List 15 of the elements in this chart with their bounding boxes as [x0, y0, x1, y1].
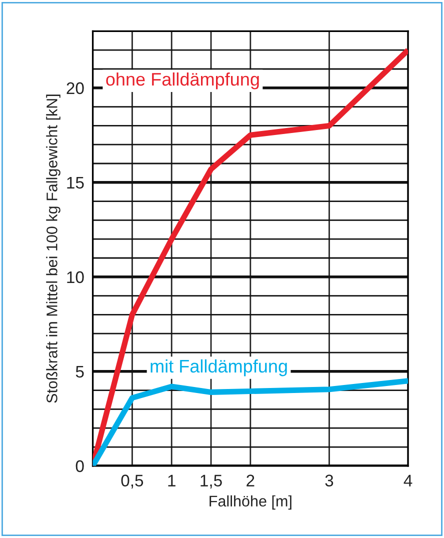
y-tick-label: 15	[67, 176, 84, 189]
y-tick-label: 5	[76, 366, 84, 378]
x-tick-label: 4	[404, 474, 412, 486]
y-axis-title: Stoßkraft im Mittel bei 100 kg Fallgewicht [kN]	[46, 94, 60, 403]
x-tick-label: 0,5	[121, 474, 144, 488]
x-tick-label: 3	[325, 474, 334, 486]
x-axis-title: Fallhöhe [m]	[210, 495, 292, 510]
text: ohne Falldämpfung	[106, 72, 259, 90]
y-tick-label: 20	[66, 82, 84, 94]
x-tick-label: 1	[168, 474, 176, 486]
series-label: mit Falldämpfung	[150, 359, 287, 376]
x-tick-label: 1,5	[200, 474, 222, 488]
y-tick-label: 0	[76, 460, 84, 472]
x-tick-label: 2	[246, 474, 254, 486]
y-tick-label: 10	[67, 271, 84, 284]
